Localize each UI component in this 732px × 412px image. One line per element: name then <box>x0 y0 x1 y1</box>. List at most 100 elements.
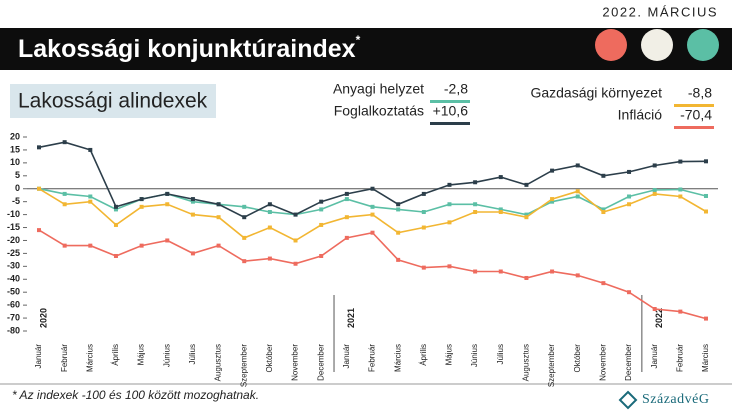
x-tick-label: Augusztus <box>214 344 223 381</box>
point <box>421 210 426 215</box>
point <box>473 180 478 185</box>
point <box>678 309 683 314</box>
point <box>165 202 170 207</box>
x-tick-label: Június <box>162 344 171 367</box>
point <box>62 243 67 248</box>
point <box>524 212 529 217</box>
x-tick-label: Április <box>111 344 120 366</box>
point <box>652 188 657 193</box>
point <box>550 269 555 274</box>
point <box>550 199 555 204</box>
point <box>113 204 118 209</box>
point <box>242 204 247 209</box>
point <box>421 225 426 230</box>
point <box>396 207 401 212</box>
x-tick-label: Február <box>675 344 684 372</box>
point <box>652 191 657 196</box>
point <box>601 173 606 178</box>
point <box>498 210 503 215</box>
point <box>267 225 272 230</box>
point <box>62 202 67 207</box>
point <box>139 243 144 248</box>
y-tick-label: 15 <box>10 144 20 154</box>
icon <box>687 29 719 61</box>
point <box>473 210 478 215</box>
point <box>498 175 503 180</box>
point <box>37 186 41 191</box>
point <box>575 273 580 278</box>
point <box>88 243 93 248</box>
y-tick-label: -5 <box>12 196 20 206</box>
point <box>678 187 683 192</box>
subtitle: Lakossági alindexek <box>18 90 208 113</box>
point <box>396 202 401 207</box>
y-tick-label: 20 <box>10 131 20 141</box>
point <box>627 194 632 199</box>
y-tick-label: -10 <box>7 209 20 219</box>
point <box>344 191 349 196</box>
point <box>524 182 529 187</box>
point <box>447 264 452 269</box>
point <box>498 207 503 212</box>
point <box>139 197 144 202</box>
legend-label: Anyagi helyzet <box>333 81 424 97</box>
point <box>319 222 324 227</box>
legend-value: +10,6 <box>433 103 469 119</box>
subtitle-box <box>10 84 216 118</box>
point <box>190 212 195 217</box>
logo: SzázadvéG <box>642 392 709 407</box>
x-tick-label: Április <box>419 344 428 366</box>
point <box>370 212 375 217</box>
point <box>267 202 272 207</box>
point <box>704 316 708 321</box>
point <box>575 194 580 199</box>
legend-swatch <box>674 126 714 129</box>
x-tick-label: November <box>291 344 300 381</box>
point <box>678 194 683 199</box>
point <box>88 199 93 204</box>
point <box>575 163 580 168</box>
icon <box>595 29 627 61</box>
point <box>113 207 118 212</box>
title-text: Lakossági konjunktúraindex <box>18 35 356 63</box>
point <box>139 204 144 209</box>
icon <box>641 29 673 61</box>
y-tick-label: -15 <box>7 222 20 232</box>
point <box>498 269 503 274</box>
point <box>344 197 349 202</box>
y-tick-label: 0 <box>15 183 20 193</box>
y-tick-label: -20 <box>7 235 20 245</box>
point <box>447 220 452 225</box>
y-tick-label: -50 <box>7 287 20 297</box>
point <box>370 186 375 191</box>
point <box>704 193 708 198</box>
legend-value: -8,8 <box>688 85 712 101</box>
footnote: * Az indexek -100 és 100 között mozoghat… <box>12 388 259 402</box>
point <box>216 202 221 207</box>
point <box>37 228 41 233</box>
x-tick-label: Február <box>368 344 377 372</box>
point <box>678 159 683 164</box>
y-tick-label: 5 <box>15 170 20 180</box>
point <box>550 197 555 202</box>
point <box>524 275 529 280</box>
point <box>396 230 401 235</box>
y-tick-label: -60 <box>7 300 20 310</box>
point <box>601 210 606 215</box>
point <box>165 238 170 243</box>
point <box>88 194 93 199</box>
point <box>62 191 67 196</box>
point <box>319 253 324 258</box>
title: Lakossági konjunktúraindex* <box>18 33 361 62</box>
legend-value: -2,8 <box>444 81 468 97</box>
point <box>216 243 221 248</box>
legend-label: Foglalkoztatás <box>334 103 424 119</box>
point <box>190 199 195 204</box>
legend-value: -70,4 <box>680 107 712 123</box>
point <box>242 259 247 264</box>
x-tick-label: Február <box>60 344 69 372</box>
point <box>575 189 580 194</box>
point <box>267 256 272 261</box>
point <box>421 265 426 270</box>
point <box>293 238 298 243</box>
